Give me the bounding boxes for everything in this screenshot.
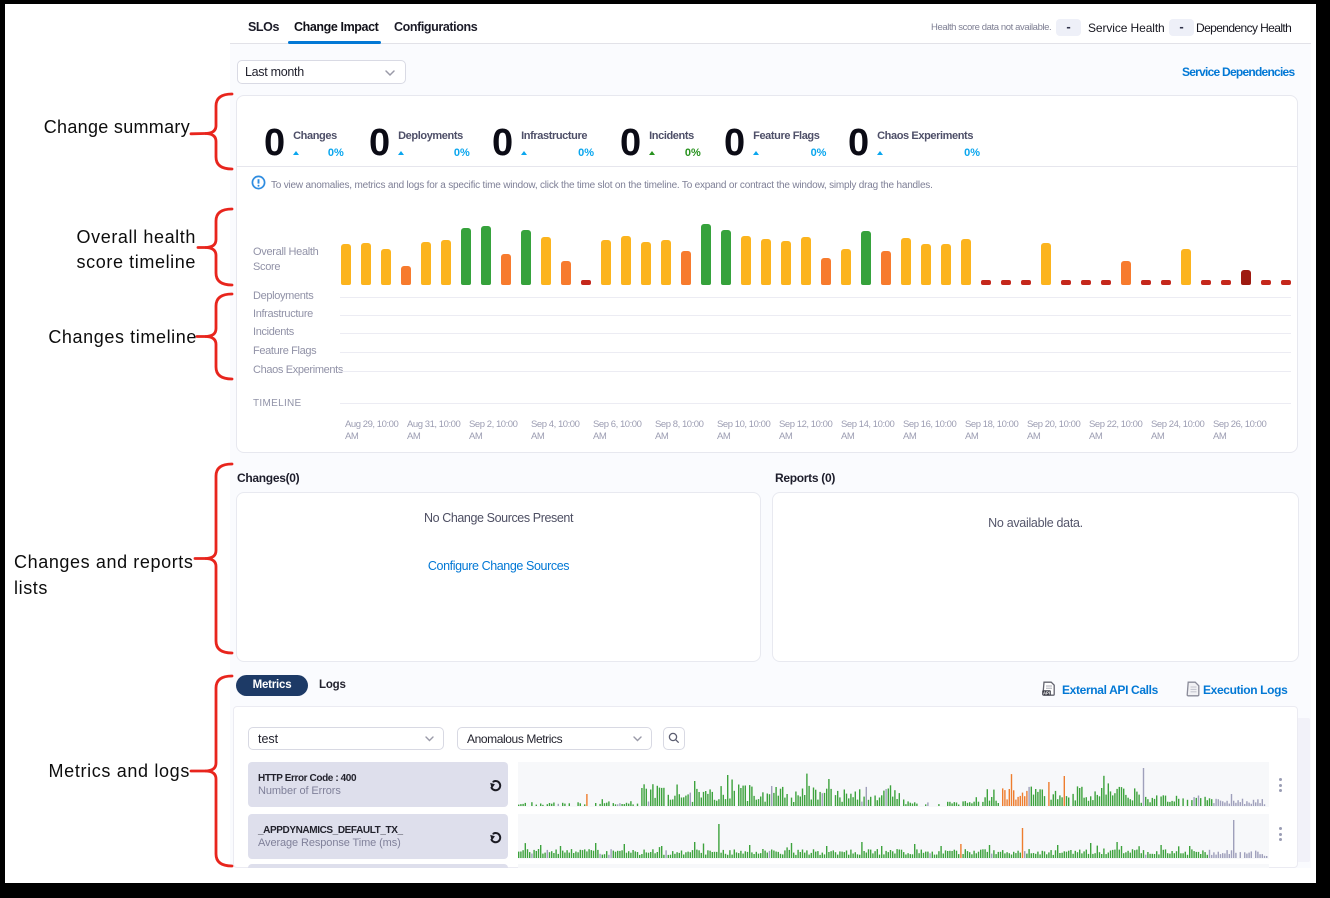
svg-text:API: API — [1043, 690, 1050, 695]
